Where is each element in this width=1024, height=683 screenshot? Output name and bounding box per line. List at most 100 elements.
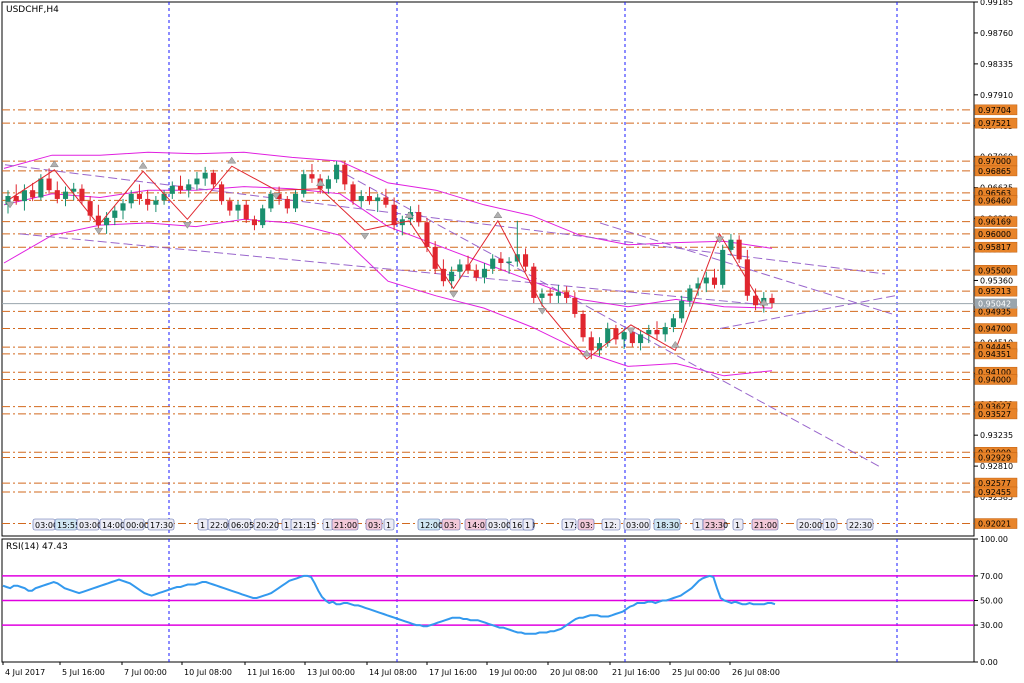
bearish-candle (54, 190, 60, 199)
level-label: 0.97521 (978, 119, 1011, 128)
level-label: 0.94100 (978, 368, 1011, 377)
bearish-candle (523, 254, 529, 267)
bullish-candle (506, 261, 512, 263)
bullish-candle (605, 328, 611, 344)
level-label-box (974, 408, 1018, 420)
event-tag-box (331, 518, 359, 531)
event-tag-box (207, 518, 229, 531)
bearish-candle (711, 277, 718, 285)
event-tag-label: 21:15 (293, 521, 316, 530)
bullish-candle (325, 179, 331, 189)
bearish-candle (30, 190, 36, 198)
fractal-marker (5, 201, 15, 209)
bullish-candle (112, 210, 118, 218)
event-tag-label: 22:00 (210, 521, 233, 530)
time-tick-label: 25 Jul 00:00 (672, 668, 720, 677)
bearish-candle (424, 222, 430, 247)
time-tick-label: 14 Jul 08:00 (369, 668, 417, 677)
fractal-marker (626, 327, 636, 335)
bullish-candle (153, 200, 159, 205)
level-label-box (974, 323, 1018, 334)
bullish-candle (104, 217, 110, 226)
level-label: 0.93527 (978, 410, 1011, 419)
fractal-marker (449, 291, 458, 298)
event-tag-label: 03: (580, 521, 593, 530)
bearish-candle (350, 184, 356, 202)
fractal-marker (759, 298, 769, 306)
level-label-box (974, 285, 1018, 297)
event-tag-label: 03: (368, 521, 381, 530)
fractal-marker (271, 192, 281, 200)
event-tag-box (417, 518, 441, 531)
event-tag-label: 03:00 (35, 521, 58, 530)
event-tag-label: 03:00 (79, 521, 102, 530)
price-tick-label: 0.93235 (980, 431, 1013, 440)
bullish-candle (646, 329, 652, 335)
event-tag-label: 21:00 (334, 521, 357, 530)
bullish-candle (301, 174, 307, 194)
bullish-candle (21, 190, 27, 202)
bearish-candle (736, 239, 742, 260)
event-tag-label: 14:02 (467, 521, 490, 530)
bearish-candle (416, 212, 422, 223)
price-tick-label: 0.98760 (980, 29, 1013, 38)
price-panel-frame (1, 1, 975, 537)
level-label: 0.97000 (978, 157, 1011, 166)
bearish-candle (753, 295, 759, 306)
event-tag-box (290, 518, 316, 531)
current-price-label: 0.95042 (978, 300, 1011, 309)
bearish-candle (547, 293, 553, 296)
level-label: 0.92021 (978, 520, 1011, 529)
zigzag-line (9, 165, 765, 360)
level-label-box (974, 374, 1018, 385)
fractal-marker (49, 160, 59, 168)
bullish-candle (375, 197, 381, 202)
level-label: 0.96169 (978, 218, 1011, 227)
fractal-marker (94, 227, 104, 235)
time-tick-label: 7 Jul 00:00 (124, 668, 167, 677)
trend-channel-line (4, 164, 886, 275)
level-label-box (974, 518, 1018, 529)
bullish-candle (62, 191, 69, 199)
bullish-candle (670, 318, 676, 328)
time-tick-label: 19 Jul 00:00 (489, 668, 537, 677)
level-label-box (974, 195, 1018, 206)
time-tick-label: 5 Jul 16:00 (62, 668, 105, 677)
level-label: 0.92929 (978, 453, 1011, 462)
price-tick-label: 0.92385 (980, 493, 1013, 502)
bearish-candle (654, 329, 660, 335)
event-tag-box (485, 518, 509, 531)
rsi-series-line (2, 574, 776, 635)
bearish-candle (366, 196, 373, 202)
bearish-candle (383, 197, 389, 205)
bearish-candle (465, 264, 471, 271)
bullish-candle (539, 293, 545, 298)
fractal-marker (582, 349, 592, 357)
rsi-tick-label: 50.00 (980, 597, 1003, 606)
event-tag-box (147, 518, 175, 531)
bearish-candle (13, 196, 19, 202)
bearish-candle (251, 219, 257, 226)
bullish-candle (38, 178, 44, 198)
level-label: 0.92455 (978, 488, 1011, 497)
bullish-candle (457, 264, 463, 272)
time-tick-label: 17 Jul 16:00 (429, 668, 477, 677)
event-tag-box (702, 518, 726, 531)
bearish-candle (572, 297, 578, 314)
event-tag-box (601, 518, 621, 531)
bearish-candle (498, 258, 504, 263)
fractal-marker (493, 211, 503, 219)
fractal-marker (138, 161, 148, 169)
bearish-candle (629, 332, 635, 344)
bearish-candle (177, 185, 184, 191)
bullish-candle (703, 277, 709, 284)
event-tag-label: 1 (200, 521, 205, 530)
event-tag-box (76, 518, 100, 531)
level-label: 0.96460 (978, 196, 1011, 205)
event-tag-box (732, 518, 744, 531)
bullish-candle (662, 327, 668, 335)
level-label: 0.95817 (978, 243, 1011, 252)
level-label-box (974, 241, 1018, 253)
bearish-candle (210, 172, 216, 185)
bullish-candle (161, 193, 167, 201)
